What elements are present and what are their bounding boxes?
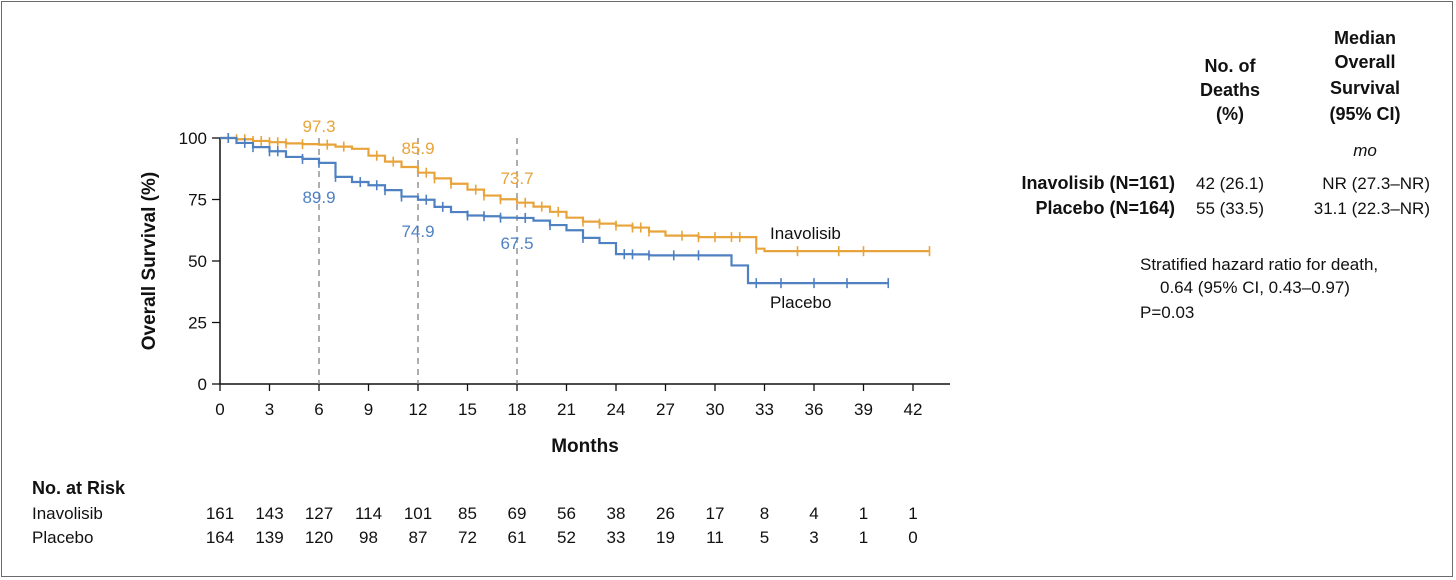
risk-value: 101	[404, 504, 432, 523]
x-tick-label: 42	[904, 400, 923, 419]
risk-value: 127	[305, 504, 333, 523]
summary-table: No. of Deaths (%) Median Overall Surviva…	[1021, 28, 1430, 322]
hazard-line-3: P=0.03	[1140, 303, 1194, 322]
row-label-inavolisib: Inavolisib (N=161)	[1021, 173, 1175, 193]
risk-table-title: No. at Risk	[32, 478, 126, 498]
risk-value: 85	[458, 504, 477, 523]
y-tick-label: 25	[188, 314, 207, 333]
deaths-header-3: (%)	[1216, 104, 1244, 124]
risk-value: 87	[409, 528, 428, 547]
inavolisib-survival-curve	[220, 136, 930, 253]
placebo-survival-curve	[220, 136, 889, 285]
risk-value: 61	[508, 528, 527, 547]
risk-value: 5	[760, 528, 769, 547]
risk-value: 17	[706, 504, 725, 523]
x-tick-label: 3	[265, 400, 274, 419]
x-tick-label: 18	[508, 400, 527, 419]
x-tick-label: 6	[314, 400, 323, 419]
median-inavolisib: NR (27.3–NR)	[1322, 174, 1430, 193]
risk-value: 0	[908, 528, 917, 547]
y-tick-label: 50	[188, 252, 207, 271]
placebo-annotation-12: 74.9	[401, 222, 434, 241]
row-label-placebo: Placebo (N=164)	[1035, 198, 1175, 218]
inavolisib-line-label: Inavolisib	[770, 224, 841, 243]
y-axis-label: Overall Survival (%)	[139, 172, 160, 350]
risk-value: 72	[458, 528, 477, 547]
risk-value: 1	[859, 528, 868, 547]
risk-value: 8	[760, 504, 769, 523]
median-unit: mo	[1353, 141, 1377, 160]
x-tick-label: 33	[755, 400, 774, 419]
risk-value: 143	[255, 504, 283, 523]
median-header-3: Survival	[1330, 78, 1400, 98]
placebo-annotation-6: 89.9	[302, 188, 335, 207]
x-axis-label: Months	[551, 436, 619, 457]
risk-value: 33	[607, 528, 626, 547]
deaths-header-1: No. of	[1205, 56, 1257, 76]
median-header-1: Median	[1334, 28, 1396, 48]
risk-value: 52	[557, 528, 576, 547]
risk-value: 19	[656, 528, 675, 547]
risk-value: 98	[359, 528, 378, 547]
inavolisib-annotation-18: 73.7	[500, 169, 533, 188]
risk-value: 164	[206, 528, 234, 547]
risk-value: 69	[508, 504, 527, 523]
median-header-4: (95% CI)	[1329, 104, 1400, 124]
x-tick-label: 24	[607, 400, 626, 419]
risk-row-label-placebo: Placebo	[32, 528, 93, 547]
x-tick-label: 0	[215, 400, 224, 419]
x-tick-label: 30	[706, 400, 725, 419]
risk-value: 139	[255, 528, 283, 547]
placebo-annotation-18: 67.5	[500, 234, 533, 253]
inavolisib-annotation-6: 97.3	[302, 117, 335, 136]
risk-table: No. at Risk Inavolisib Placebo 161 143 127…	[32, 478, 918, 547]
risk-value: 161	[206, 504, 234, 523]
y-tick-label: 100	[179, 129, 207, 148]
risk-value: 114	[355, 504, 382, 523]
hazard-line-2: 0.64 (95% CI, 0.43–0.97)	[1160, 278, 1350, 297]
risk-value: 56	[557, 504, 576, 523]
risk-value: 120	[305, 528, 333, 547]
x-tick-label: 9	[364, 400, 373, 419]
deaths-inavolisib: 42 (26.1)	[1196, 174, 1264, 193]
risk-value: 4	[809, 504, 818, 523]
x-tick-label: 39	[854, 400, 873, 419]
hazard-line-1: Stratified hazard ratio for death,	[1140, 255, 1378, 274]
risk-value: 3	[809, 528, 818, 547]
median-header-2: Overall	[1334, 52, 1395, 72]
deaths-placebo: 55 (33.5)	[1196, 199, 1264, 218]
x-tick-label: 27	[656, 400, 675, 419]
inavolisib-annotation-12: 85.9	[401, 139, 434, 158]
y-tick-label: 75	[188, 191, 207, 210]
x-tick-label: 21	[557, 400, 576, 419]
x-tick-label: 12	[409, 400, 428, 419]
placebo-line-label: Placebo	[770, 293, 831, 312]
risk-row-label-inavolisib: Inavolisib	[32, 504, 103, 523]
y-tick-label: 0	[198, 375, 207, 394]
risk-value: 38	[607, 504, 626, 523]
x-tick-label: 15	[458, 400, 477, 419]
risk-value: 26	[656, 504, 675, 523]
risk-value: 11	[706, 528, 724, 547]
risk-value: 1	[859, 504, 868, 523]
x-tick-label: 36	[805, 400, 824, 419]
risk-value: 1	[908, 504, 917, 523]
deaths-header-2: Deaths	[1200, 80, 1260, 100]
median-placebo: 31.1 (22.3–NR)	[1314, 199, 1430, 218]
